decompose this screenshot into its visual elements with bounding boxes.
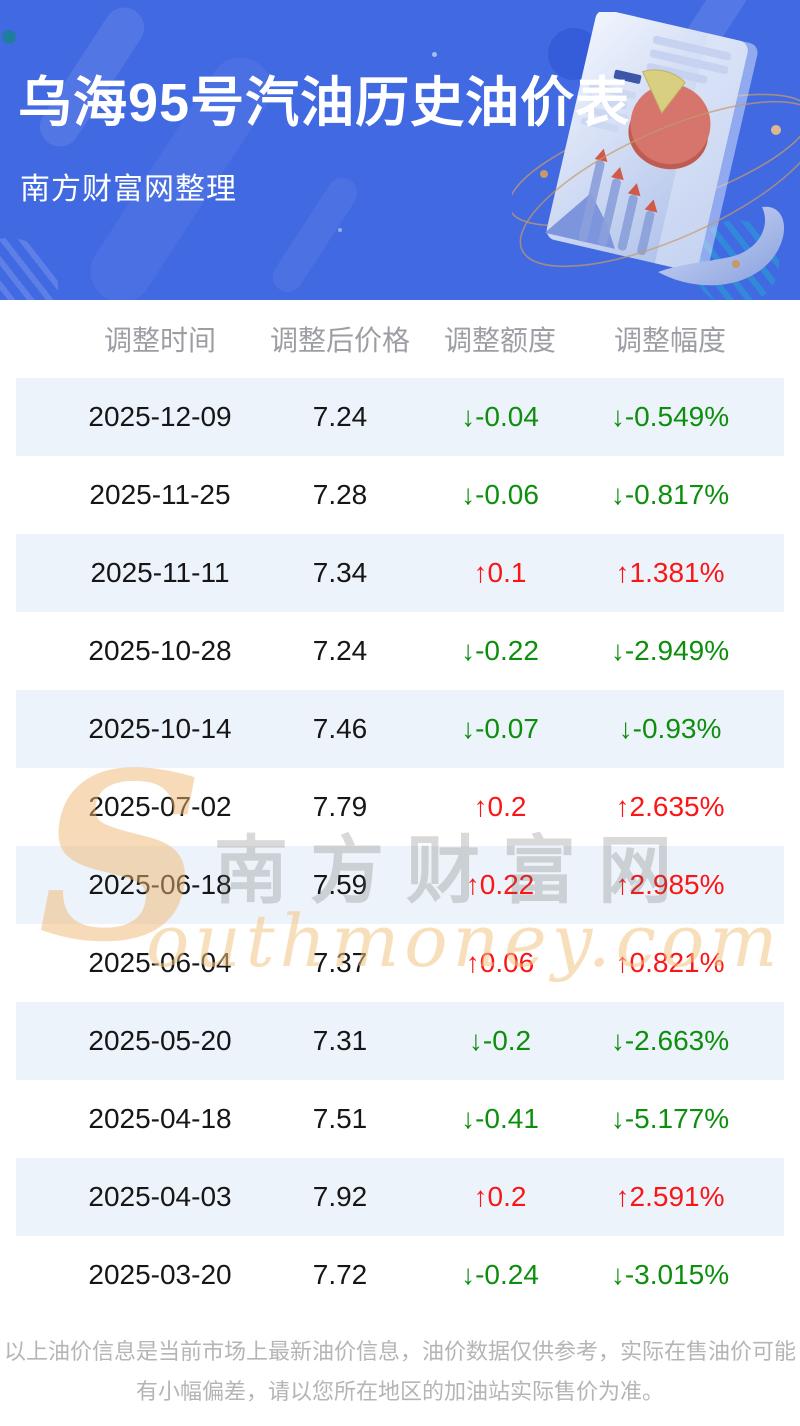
cell-date: 2025-04-03 bbox=[88, 1181, 232, 1212]
page-title: 乌海95号汽油历史油价表 bbox=[18, 73, 631, 133]
table-row: 2025-03-20 7.72 ↓-0.24 ↓-3.015% bbox=[16, 1236, 784, 1314]
cell-change: ↑0.2 bbox=[473, 791, 527, 822]
cell-price: 7.51 bbox=[312, 1103, 368, 1134]
disclaimer-line-2: 有小幅偏差，请以您所在地区的加油站实际售价为准。 bbox=[135, 1379, 664, 1404]
price-table: 调整时间 调整后价格 调整额度 调整幅度 2025-12-09 7.24 ↓-0… bbox=[0, 300, 800, 1314]
cell-date: 2025-11-11 bbox=[90, 557, 230, 588]
cell-percent: ↓-0.549% bbox=[610, 401, 730, 432]
table-header: 调整时间 调整后价格 调整额度 调整幅度 bbox=[0, 300, 800, 378]
table-row: 2025-12-09 7.24 ↓-0.04 ↓-0.549% bbox=[16, 378, 784, 456]
column-header-price: 调整后价格 bbox=[269, 325, 410, 356]
cell-percent: ↓-5.177% bbox=[610, 1103, 730, 1134]
cell-change: ↓-0.04 bbox=[461, 401, 539, 432]
cell-percent: ↑2.985% bbox=[615, 869, 725, 900]
column-header-date: 调整时间 bbox=[103, 325, 216, 356]
cell-change: ↑0.22 bbox=[465, 869, 535, 900]
table-row: 2025-04-03 7.92 ↑0.2 ↑2.591% bbox=[16, 1158, 784, 1236]
cell-percent: ↑2.635% bbox=[615, 791, 725, 822]
cell-change: ↓-0.22 bbox=[461, 635, 539, 666]
cell-percent: ↓-2.949% bbox=[610, 635, 730, 666]
cell-percent: ↑0.821% bbox=[615, 947, 725, 978]
cell-percent: ↑2.591% bbox=[615, 1181, 725, 1212]
table-row: 2025-11-25 7.28 ↓-0.06 ↓-0.817% bbox=[16, 456, 784, 534]
banner: 乌海95号汽油历史油价表 南方财富网整理 bbox=[0, 0, 800, 300]
cell-change: ↑0.06 bbox=[465, 947, 535, 978]
cell-change: ↓-0.2 bbox=[468, 1025, 532, 1056]
cell-price: 7.37 bbox=[312, 947, 368, 978]
column-header-change: 调整额度 bbox=[443, 325, 556, 356]
cell-price: 7.59 bbox=[312, 869, 368, 900]
cell-percent: ↑1.381% bbox=[615, 557, 725, 588]
disclaimer: 以上油价信息是当前市场上最新油价信息，油价数据仅供参考，实际在售油价可能 有小幅… bbox=[0, 1332, 800, 1412]
cell-percent: ↓-3.015% bbox=[610, 1259, 730, 1290]
cell-change: ↑0.1 bbox=[473, 557, 527, 588]
cell-price: 7.28 bbox=[312, 479, 368, 510]
page-subtitle: 南方财富网整理 bbox=[20, 173, 237, 206]
dot-decoration bbox=[432, 52, 437, 57]
document-chart-illustration bbox=[512, 12, 800, 286]
cell-change: ↑0.2 bbox=[473, 1181, 527, 1212]
column-header-percent: 调整幅度 bbox=[613, 325, 726, 356]
cell-percent: ↓-0.817% bbox=[610, 479, 730, 510]
cell-date: 2025-06-18 bbox=[88, 869, 232, 900]
cell-percent: ↓-2.663% bbox=[610, 1025, 730, 1056]
table-body: 2025-12-09 7.24 ↓-0.04 ↓-0.549% 2025-11-… bbox=[0, 378, 800, 1314]
cell-date: 2025-10-14 bbox=[88, 713, 232, 744]
table-row: 2025-11-11 7.34 ↑0.1 ↑1.381% bbox=[16, 534, 784, 612]
cell-price: 7.46 bbox=[312, 713, 368, 744]
cell-date: 2025-04-18 bbox=[88, 1103, 232, 1134]
cell-date: 2025-07-02 bbox=[88, 791, 232, 822]
striped-circle-decoration bbox=[0, 238, 58, 300]
cell-change: ↓-0.06 bbox=[461, 479, 539, 510]
table-row: 2025-04-18 7.51 ↓-0.41 ↓-5.177% bbox=[16, 1080, 784, 1158]
cell-price: 7.92 bbox=[312, 1181, 368, 1212]
cell-price: 7.24 bbox=[312, 635, 368, 666]
cell-date: 2025-06-04 bbox=[88, 947, 232, 978]
table-row: 2025-07-02 7.79 ↑0.2 ↑2.635% bbox=[16, 768, 784, 846]
cell-date: 2025-03-20 bbox=[88, 1259, 232, 1290]
disclaimer-line-1: 以上油价信息是当前市场上最新油价信息，油价数据仅供参考，实际在售油价可能 bbox=[3, 1339, 796, 1364]
cell-date: 2025-12-09 bbox=[88, 401, 232, 432]
cell-price: 7.34 bbox=[312, 557, 368, 588]
table-row: 2025-06-18 7.59 ↑0.22 ↑2.985% bbox=[16, 846, 784, 924]
cell-date: 2025-05-20 bbox=[88, 1025, 232, 1056]
table-row: 2025-10-28 7.24 ↓-0.22 ↓-2.949% bbox=[16, 612, 784, 690]
table-row: 2025-06-04 7.37 ↑0.06 ↑0.821% bbox=[16, 924, 784, 1002]
cell-date: 2025-11-25 bbox=[89, 479, 231, 510]
table-row: 2025-10-14 7.46 ↓-0.07 ↓-0.93% bbox=[16, 690, 784, 768]
cell-price: 7.31 bbox=[312, 1025, 368, 1056]
cell-change: ↓-0.07 bbox=[461, 713, 539, 744]
cell-price: 7.79 bbox=[312, 791, 368, 822]
dot-decoration bbox=[338, 228, 342, 232]
table-row: 2025-05-20 7.31 ↓-0.2 ↓-2.663% bbox=[16, 1002, 784, 1080]
cell-change: ↓-0.24 bbox=[461, 1259, 539, 1290]
cell-date: 2025-10-28 bbox=[88, 635, 232, 666]
cell-price: 7.72 bbox=[312, 1259, 368, 1290]
cell-price: 7.24 bbox=[312, 401, 368, 432]
banner-stripe-decoration bbox=[267, 172, 363, 298]
cell-percent: ↓-0.93% bbox=[618, 713, 722, 744]
dot-decoration bbox=[2, 30, 16, 44]
cell-change: ↓-0.41 bbox=[461, 1103, 539, 1134]
